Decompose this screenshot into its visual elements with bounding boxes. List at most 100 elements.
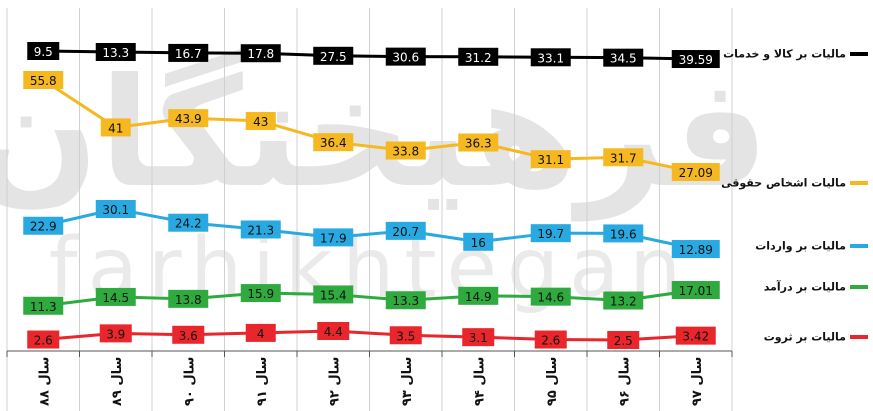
data-label-box — [603, 224, 644, 243]
data-label: 3.1 — [462, 328, 495, 347]
data-label-box — [168, 213, 209, 232]
legend-label: مالیات بر واردات — [755, 240, 846, 253]
series-line — [43, 288, 696, 308]
data-label-text: 17.9 — [320, 231, 347, 245]
data-label-text: 2.5 — [614, 334, 633, 348]
data-label: 34.5 — [603, 48, 644, 67]
legend-label: مالیات بر کالا و خدمات — [723, 48, 846, 61]
data-label-box — [671, 281, 720, 299]
data-label: 3.42 — [675, 326, 716, 345]
data-label: 11.3 — [23, 296, 64, 315]
legend-swatch — [850, 181, 868, 185]
data-label-box — [23, 71, 64, 89]
data-label-box — [95, 200, 136, 218]
series-lines — [42, 49, 697, 342]
data-label-text: 16 — [471, 236, 486, 250]
data-label-box — [168, 289, 209, 308]
data-label: 13.3 — [385, 291, 426, 310]
data-label: 2.5 — [607, 331, 640, 349]
x-tick-label: سال ۹۴ — [472, 357, 487, 406]
data-label-text: 55.8 — [30, 74, 57, 88]
data-label: 19.6 — [603, 224, 644, 243]
x-tick-label: سال ۸۹ — [110, 357, 125, 406]
x-axis: سال ۸۸ سال ۸۹ سال ۹۰ سال ۹۱ سال ۹۲ سال ۹۳ سال … — [37, 357, 705, 406]
data-label: 33.8 — [385, 141, 426, 160]
data-label-text: 4.4 — [324, 325, 343, 339]
data-label-text: 12.89 — [679, 243, 713, 257]
data-label: 33.1 — [530, 48, 571, 67]
data-label-text: 3.42 — [682, 330, 709, 344]
data-label: 36.4 — [313, 133, 354, 152]
watermark-latin: farhikhtegan — [49, 221, 691, 316]
data-label: 4.4 — [317, 322, 350, 340]
data-label: 16 — [463, 232, 494, 251]
series-line — [42, 207, 697, 251]
data-label-box — [385, 47, 426, 66]
data-label: 24.2 — [168, 213, 209, 232]
legend-swatch — [850, 52, 868, 56]
data-label: 55.8 — [23, 71, 64, 89]
data-label: 14.6 — [530, 287, 571, 306]
data-label-box — [607, 331, 640, 349]
data-label-box — [463, 232, 494, 251]
data-label-box — [458, 133, 499, 152]
data-label-text: 39.59 — [679, 53, 713, 67]
data-label-box — [530, 150, 571, 169]
data-label-box — [534, 330, 567, 349]
data-label-box — [100, 118, 131, 137]
data-label: 31.7 — [603, 148, 644, 167]
data-label: 20.7 — [385, 221, 426, 240]
x-tick-label: سال ۹۰ — [182, 357, 197, 406]
data-label-box — [530, 224, 571, 243]
data-label-text: 19.7 — [537, 227, 564, 241]
data-label: 27.09 — [671, 163, 720, 182]
legend: مالیات بر کالا و خدمات مالیات اشخاص حقوقی… — [721, 48, 868, 344]
data-label-box — [27, 42, 60, 60]
data-label-text: 36.3 — [465, 137, 492, 151]
data-label: 30.6 — [385, 47, 426, 66]
data-label-box — [240, 44, 281, 63]
data-label-box — [317, 322, 350, 340]
data-label-text: 3.1 — [469, 331, 488, 345]
data-label: 31.1 — [530, 150, 571, 169]
data-label-text: 14.6 — [537, 291, 564, 305]
legend-swatch — [850, 335, 868, 339]
data-label-box — [313, 133, 354, 152]
data-label: 9.5 — [27, 42, 60, 60]
data-label: 41 — [100, 118, 131, 137]
legend-swatch — [850, 285, 868, 289]
data-label-box — [458, 286, 499, 305]
data-label: 43 — [245, 112, 276, 131]
data-label: 22.9 — [23, 216, 64, 235]
data-label-box — [530, 48, 571, 67]
series-line — [43, 329, 696, 342]
data-label: 15.9 — [240, 284, 281, 303]
data-label-text: 15.9 — [247, 287, 274, 301]
x-tick-label: سال ۹۱ — [255, 357, 270, 406]
data-label-box — [671, 50, 720, 69]
x-tick-label: سال ۹۷ — [690, 357, 705, 406]
data-label-text: 3.5 — [396, 329, 415, 343]
data-label-box — [603, 148, 644, 167]
data-label-box — [245, 323, 276, 342]
data-label: 36.3 — [458, 133, 499, 152]
x-tick-label: سال ۸۸ — [37, 357, 52, 406]
data-label: 17.01 — [671, 281, 720, 299]
legend-label: مالیات بر درآمد — [764, 280, 846, 294]
data-label-box — [23, 216, 64, 235]
data-label-text: 4 — [257, 327, 265, 341]
data-label-text: 19.6 — [610, 227, 637, 241]
legend-item: مالیات بر کالا و خدمات — [723, 48, 868, 61]
data-label: 3.6 — [172, 325, 205, 344]
data-label-text: 13.3 — [392, 294, 419, 308]
legend-item: مالیات بر ثروت — [764, 331, 868, 344]
data-label-box — [313, 228, 354, 247]
data-label-text: 3.6 — [179, 329, 198, 343]
data-label-text: 36.4 — [320, 136, 347, 150]
data-label-box — [603, 48, 644, 67]
data-label-box — [675, 326, 716, 345]
data-label-text: 2.6 — [541, 334, 560, 348]
data-label-text: 33.1 — [537, 51, 564, 65]
data-label: 17.8 — [240, 44, 281, 63]
